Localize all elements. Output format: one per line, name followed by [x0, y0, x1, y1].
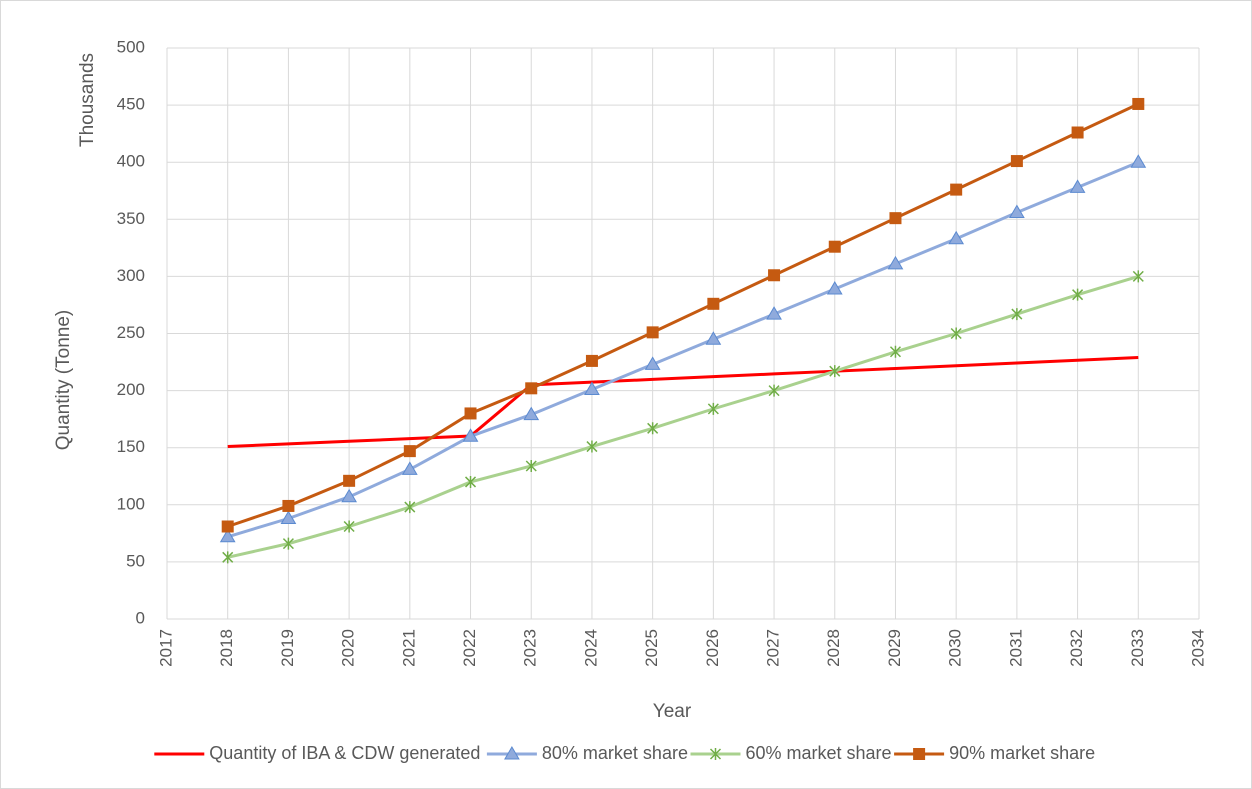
marker — [404, 501, 416, 514]
marker — [889, 212, 902, 225]
x-tick-label: 2019 — [278, 629, 297, 667]
marker — [525, 382, 538, 395]
marker — [1132, 97, 1145, 110]
y-tick-label: 450 — [117, 95, 145, 114]
marker — [950, 327, 962, 340]
marker — [221, 520, 234, 533]
marker — [1010, 155, 1023, 168]
x-tick-label: 2032 — [1067, 629, 1086, 667]
marker — [1071, 126, 1084, 139]
marker — [341, 488, 357, 503]
y-unit-label: Thousands — [77, 53, 98, 147]
marker — [768, 384, 780, 397]
legend: Quantity of IBA & CDW generated 80% marke… — [154, 743, 1095, 763]
marker — [525, 459, 537, 472]
marker — [948, 230, 965, 245]
y-tick-label: 300 — [117, 266, 145, 285]
x-tick-label: 2017 — [156, 629, 175, 667]
marker — [462, 428, 479, 442]
x-tick-label: 2023 — [521, 629, 540, 667]
marker — [705, 331, 722, 345]
x-tick-label: 2027 — [764, 629, 783, 667]
marker — [707, 297, 720, 310]
x-tick-label: 2025 — [642, 629, 661, 667]
marker — [343, 520, 355, 533]
series-line — [227, 160, 1139, 539]
legend-marker — [504, 746, 520, 760]
y-tick-label: 400 — [117, 152, 145, 171]
y-tick-label: 500 — [117, 37, 145, 56]
marker — [585, 354, 598, 367]
marker — [280, 510, 297, 525]
x-tick-label: 2024 — [581, 629, 600, 667]
marker — [222, 551, 234, 564]
marker — [889, 345, 902, 358]
marker — [1069, 179, 1086, 193]
y-tick-label: 100 — [117, 494, 145, 513]
legend-label: 80% market share — [542, 743, 688, 763]
marker — [403, 445, 416, 458]
marker — [646, 326, 659, 339]
x-tick-label: 2030 — [946, 629, 965, 667]
y-tick-label: 350 — [117, 209, 145, 228]
x-tick-label: 2020 — [339, 629, 358, 667]
marker — [644, 356, 661, 370]
series-line — [227, 102, 1139, 528]
x-tick-label: 2022 — [460, 629, 479, 667]
legend-label: 60% market share — [746, 743, 892, 763]
marker — [887, 255, 904, 270]
marker — [826, 280, 843, 295]
marker — [282, 499, 295, 512]
x-tick-label: 2034 — [1188, 629, 1207, 667]
x-tick-label: 2026 — [703, 629, 722, 667]
x-tick-label: 2028 — [824, 629, 843, 667]
legend-marker — [913, 748, 926, 760]
marker — [1132, 270, 1144, 283]
x-tick-label: 2029 — [885, 629, 904, 667]
marker — [219, 528, 236, 543]
marker — [707, 402, 719, 415]
y-tick-label: 250 — [117, 323, 145, 342]
y-tick-label: 0 — [136, 608, 145, 627]
y-axis-title: Quantity (Tonne) — [53, 310, 74, 450]
marker — [464, 407, 477, 420]
x-tick-label: 2021 — [399, 629, 418, 667]
marker — [1009, 204, 1025, 218]
x-tick-label: 2018 — [217, 629, 236, 667]
legend-label: 90% market share — [949, 743, 1095, 763]
marker — [768, 269, 781, 282]
marker — [464, 475, 477, 488]
marker — [401, 461, 418, 475]
x-tick-label: 2033 — [1128, 629, 1147, 667]
marker — [766, 306, 782, 320]
x-axis-title: Year — [653, 701, 692, 722]
marker — [1011, 308, 1023, 321]
marker — [828, 240, 841, 253]
marker — [1072, 288, 1084, 301]
marker — [647, 422, 659, 435]
legend-label: Quantity of IBA & CDW generated — [209, 743, 480, 763]
y-tick-label: 50 — [126, 551, 145, 570]
marker — [586, 440, 598, 453]
marker — [343, 474, 356, 487]
series-line — [227, 274, 1139, 559]
marker — [1130, 154, 1147, 168]
y-tick-label: 150 — [117, 437, 145, 456]
marker — [282, 537, 294, 550]
y-tick-label: 200 — [117, 380, 145, 399]
series-line — [227, 355, 1139, 449]
marker — [829, 365, 841, 378]
marker — [950, 183, 963, 196]
legend-marker — [709, 748, 722, 760]
marker — [584, 381, 600, 395]
x-tick-label: 2031 — [1006, 629, 1025, 667]
marker — [523, 406, 540, 421]
